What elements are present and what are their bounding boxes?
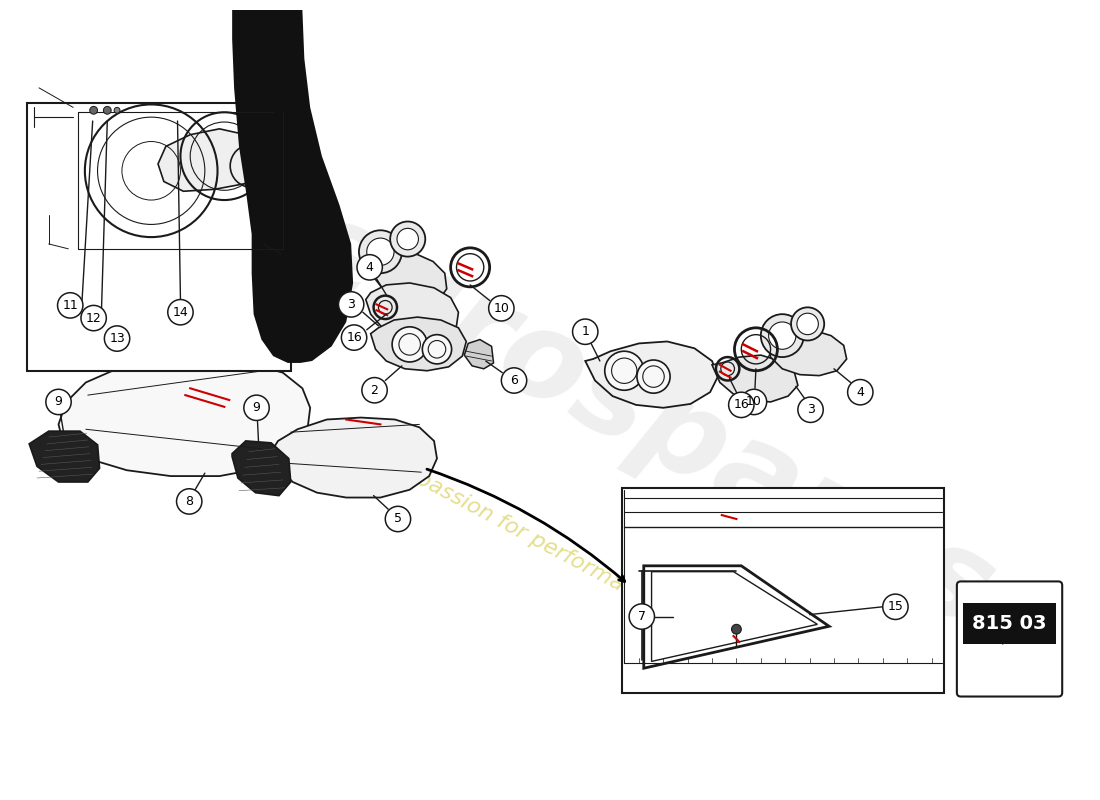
Polygon shape	[712, 355, 798, 402]
Text: 5: 5	[394, 513, 402, 526]
Text: 7: 7	[638, 610, 646, 623]
Text: 2: 2	[371, 384, 378, 397]
Text: 9: 9	[55, 395, 63, 409]
Polygon shape	[273, 418, 437, 498]
Circle shape	[882, 594, 909, 619]
Text: 1: 1	[581, 326, 590, 338]
Polygon shape	[994, 624, 1014, 644]
Text: 4: 4	[365, 261, 374, 274]
Text: 11: 11	[63, 299, 78, 312]
Circle shape	[168, 299, 194, 325]
Text: 13: 13	[109, 332, 125, 345]
Text: 9: 9	[253, 402, 261, 414]
Polygon shape	[30, 431, 99, 482]
Text: 10: 10	[746, 395, 762, 409]
Text: 16: 16	[346, 331, 362, 344]
FancyBboxPatch shape	[962, 603, 1056, 644]
Text: 12: 12	[86, 311, 101, 325]
Circle shape	[103, 106, 111, 114]
Polygon shape	[366, 283, 459, 339]
Polygon shape	[651, 572, 817, 662]
Circle shape	[397, 228, 418, 250]
Polygon shape	[644, 566, 829, 668]
FancyBboxPatch shape	[623, 488, 944, 693]
Circle shape	[732, 624, 741, 634]
Circle shape	[769, 322, 796, 350]
Circle shape	[385, 506, 410, 532]
Polygon shape	[232, 10, 353, 363]
Text: 3: 3	[348, 298, 355, 311]
Circle shape	[728, 392, 754, 418]
Circle shape	[573, 319, 598, 345]
Circle shape	[761, 314, 804, 357]
Polygon shape	[767, 328, 847, 376]
Text: 815 03: 815 03	[972, 614, 1047, 633]
Circle shape	[104, 326, 130, 351]
Text: 15: 15	[888, 600, 903, 614]
Circle shape	[848, 379, 873, 405]
Circle shape	[637, 360, 670, 393]
Circle shape	[341, 325, 366, 350]
Circle shape	[791, 307, 824, 341]
Circle shape	[798, 397, 823, 422]
Circle shape	[366, 238, 394, 266]
Circle shape	[57, 293, 82, 318]
Polygon shape	[232, 441, 290, 495]
Circle shape	[605, 351, 643, 390]
Circle shape	[114, 107, 120, 114]
Circle shape	[741, 390, 767, 414]
Polygon shape	[585, 342, 718, 408]
Text: eurospares: eurospares	[275, 186, 1012, 653]
Circle shape	[359, 230, 402, 273]
Circle shape	[244, 395, 270, 421]
Text: 6: 6	[510, 374, 518, 387]
Circle shape	[362, 378, 387, 403]
Circle shape	[358, 254, 383, 280]
Circle shape	[422, 334, 452, 364]
Circle shape	[629, 604, 654, 630]
Text: 10: 10	[494, 302, 509, 315]
Polygon shape	[363, 250, 447, 306]
Text: 4: 4	[857, 386, 865, 398]
Text: 16: 16	[734, 398, 749, 411]
FancyBboxPatch shape	[28, 102, 290, 370]
Circle shape	[46, 390, 72, 414]
Polygon shape	[371, 317, 466, 370]
Circle shape	[796, 313, 818, 334]
Circle shape	[81, 306, 107, 330]
Text: 3: 3	[806, 403, 814, 416]
Text: 14: 14	[173, 306, 188, 318]
FancyBboxPatch shape	[957, 582, 1063, 697]
Circle shape	[392, 327, 427, 362]
Circle shape	[488, 296, 514, 321]
Circle shape	[502, 368, 527, 393]
Polygon shape	[464, 339, 494, 369]
Circle shape	[90, 106, 98, 114]
Polygon shape	[158, 129, 262, 191]
Circle shape	[390, 222, 426, 257]
Circle shape	[339, 292, 364, 317]
Text: 8: 8	[185, 495, 194, 508]
Text: a passion for performance since 1985: a passion for performance since 1985	[394, 458, 777, 674]
Polygon shape	[976, 609, 1014, 632]
Polygon shape	[58, 359, 310, 476]
Circle shape	[176, 489, 202, 514]
